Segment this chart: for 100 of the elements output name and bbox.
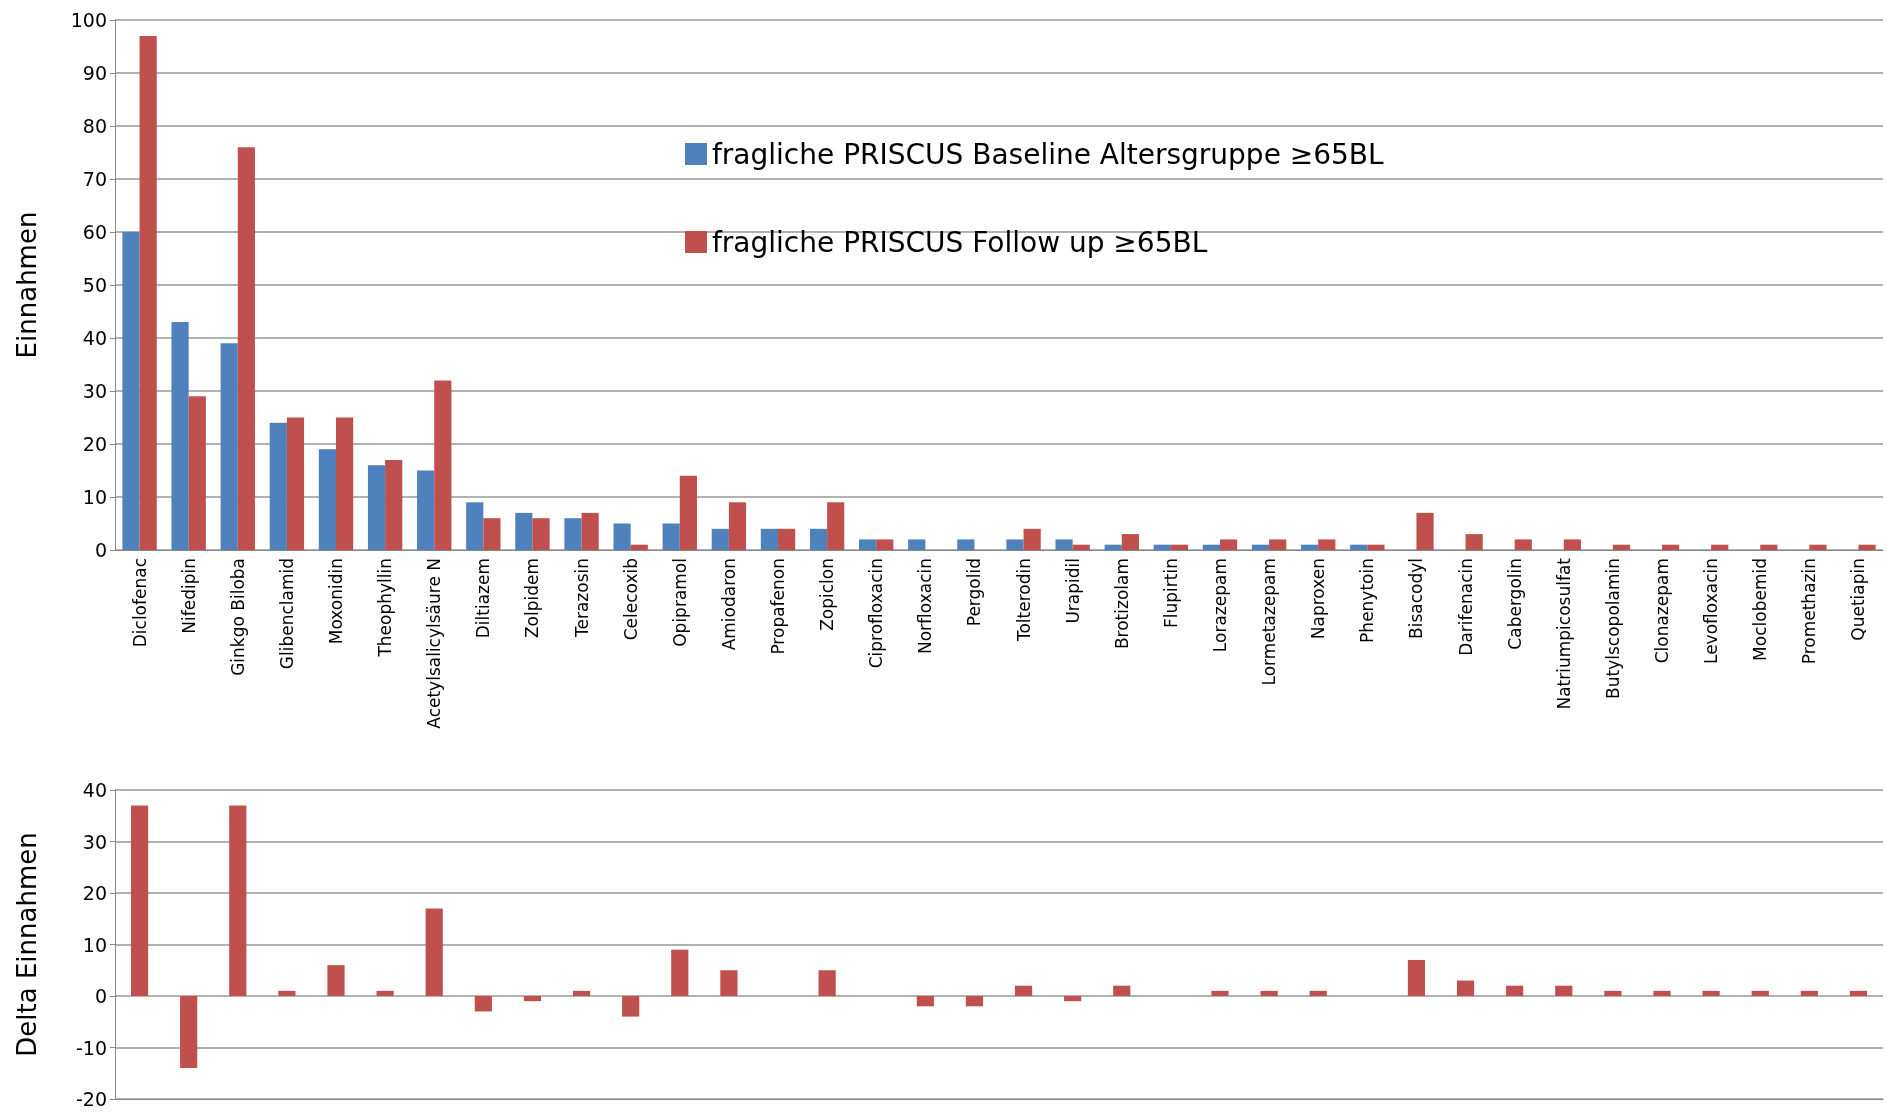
y-tick-label: 40 [82, 327, 107, 349]
x-tick-label: Phenytoin [1357, 558, 1378, 643]
bar [1416, 512, 1434, 550]
y-tick-label: 100 [70, 9, 107, 31]
x-tick-label: Opipramol [669, 558, 690, 647]
bar [327, 965, 345, 996]
bar [1751, 990, 1769, 996]
bar [1662, 544, 1680, 550]
x-tick-label: Lormetazepam [1259, 558, 1280, 686]
bar [1653, 990, 1671, 996]
y-tick-label: 90 [82, 62, 107, 84]
y-tick-label: 50 [82, 274, 107, 296]
bar [1023, 528, 1041, 550]
x-tick-label: Bisacodyl [1406, 558, 1427, 639]
bar [122, 232, 140, 550]
bar [1269, 539, 1287, 550]
bar [711, 528, 729, 550]
bar [908, 539, 926, 550]
bar [474, 996, 492, 1012]
bar [278, 990, 296, 996]
y-axis-title: Delta Einnahmen [12, 832, 42, 1057]
x-tick-label: Norfloxacin [915, 558, 936, 655]
bar [515, 512, 533, 550]
bar [1809, 544, 1827, 550]
bar [630, 544, 648, 550]
bar [809, 528, 828, 550]
bar [876, 539, 894, 550]
bar [1465, 534, 1483, 550]
bar [1211, 990, 1229, 996]
x-tick-label: Naproxen [1308, 558, 1329, 640]
bar [376, 990, 394, 996]
bar [572, 990, 591, 996]
x-tick-label: Brotizolam [1111, 558, 1132, 650]
bar [1760, 544, 1778, 550]
bar [1113, 985, 1131, 996]
x-tick-label: Theophyllin [375, 558, 396, 658]
bar [1350, 544, 1368, 550]
y-tick-label: 20 [82, 882, 107, 904]
x-tick-label: Diclofenac [129, 558, 150, 648]
bar [180, 996, 198, 1069]
x-tick-label: Acetylsalicylsäure N [424, 558, 445, 729]
bar [1006, 539, 1024, 550]
bar [425, 908, 443, 996]
y-tick-label: -20 [75, 1088, 107, 1110]
bar [1064, 996, 1082, 1002]
bar [229, 805, 247, 996]
bar [957, 539, 975, 550]
y-tick-label: 40 [82, 779, 107, 801]
bar [720, 970, 738, 996]
y-tick-label: -10 [75, 1036, 107, 1059]
x-tick-label: Promethazin [1799, 558, 1820, 665]
y-tick-label: 80 [82, 115, 107, 137]
bar [778, 528, 796, 550]
bar [1153, 544, 1171, 550]
bar [1563, 539, 1581, 550]
bar [1514, 539, 1532, 550]
x-tick-label: Clonazepam [1652, 558, 1672, 664]
bar [466, 502, 484, 550]
bar [1220, 539, 1238, 550]
bar [818, 970, 836, 996]
y-tick-label: 10 [82, 933, 107, 956]
bar [171, 322, 189, 550]
bar [532, 518, 550, 550]
bar [581, 512, 599, 550]
bar [188, 396, 206, 550]
x-tick-label: Amiodaron [718, 558, 739, 651]
bar [1170, 544, 1189, 550]
x-tick-label: Celecoxib [620, 558, 641, 641]
bar [564, 518, 582, 550]
bar [139, 35, 157, 550]
bar [662, 523, 680, 550]
bar [336, 417, 354, 550]
bar [622, 996, 640, 1017]
y-tick-label: 30 [82, 830, 107, 853]
bar [728, 502, 747, 550]
y-tick-label: 70 [82, 168, 107, 190]
y-tick-label: 30 [82, 380, 107, 402]
x-tick-label: Butylscopolamin [1602, 558, 1623, 699]
bar [483, 518, 501, 550]
bar [1407, 959, 1426, 996]
bar [1506, 985, 1524, 996]
bar [1251, 544, 1270, 550]
x-tick-label: Glibenclamid [276, 558, 297, 670]
bar [1456, 980, 1475, 996]
bar [318, 449, 336, 550]
bar [1014, 985, 1033, 996]
bar [237, 147, 255, 550]
bar [679, 475, 697, 550]
x-tick-label: Lorazepam [1210, 558, 1230, 653]
bar [1309, 990, 1327, 996]
bar [1849, 990, 1868, 996]
bar [1055, 539, 1073, 550]
legend-label: fragliche PRISCUS Follow up ≥65BL [712, 225, 1208, 259]
x-tick-label: Natriumpicosulfat [1553, 557, 1574, 710]
x-tick-label: Urapidil [1062, 558, 1083, 624]
bar [1104, 544, 1122, 550]
bar [1555, 985, 1573, 996]
y-tick-label: 0 [94, 539, 107, 561]
bar [1711, 544, 1729, 550]
x-tick-label: Flupirtin [1160, 558, 1181, 628]
